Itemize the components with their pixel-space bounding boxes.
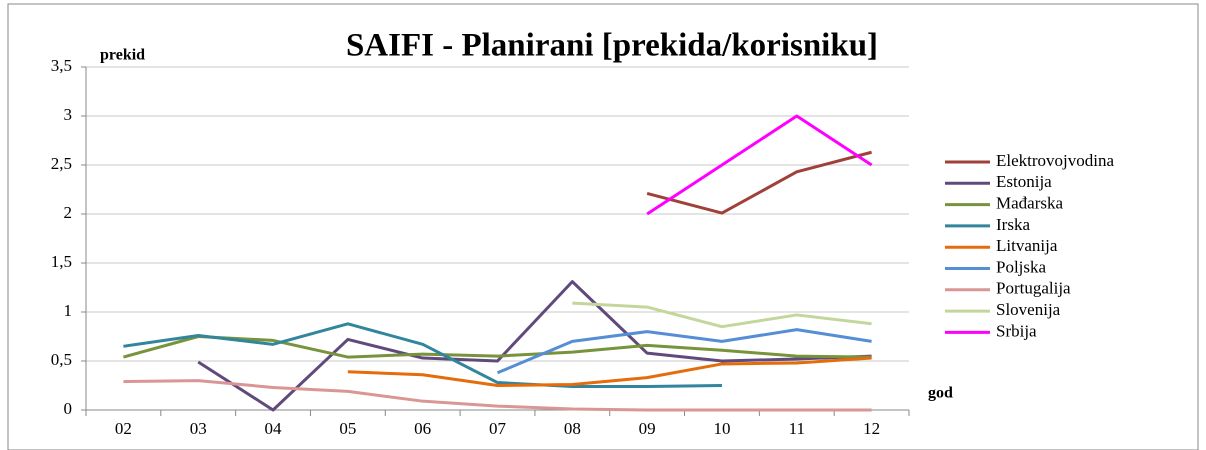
legend-label: Portugalija — [996, 279, 1071, 298]
series-line — [646, 150, 872, 215]
y-axis-label: prekid — [100, 47, 145, 64]
y-tick-label: 3,5 — [51, 56, 72, 75]
legend-label: Elektrovojvodina — [996, 151, 1114, 170]
series-line — [123, 322, 722, 388]
x-tick-label: 02 — [115, 419, 132, 438]
legend-label: Irska — [996, 215, 1030, 234]
legend-label: Poljska — [996, 257, 1047, 276]
series-line — [572, 301, 872, 329]
x-tick-label: 05 — [339, 419, 356, 438]
series-line — [123, 379, 872, 412]
y-tick-label: 0,5 — [51, 350, 72, 369]
y-tick-label: 1,5 — [51, 252, 72, 271]
legend-label: Mađarska — [996, 194, 1063, 213]
x-tick-label: 11 — [789, 419, 805, 438]
y-tick-label: 2 — [64, 203, 73, 222]
chart-frame — [7, 3, 1199, 450]
x-tick-label: 07 — [489, 419, 507, 438]
chart-title: SAIFI - Planirani [prekida/korisniku] — [346, 28, 878, 64]
legend-label: Litvanija — [996, 236, 1058, 255]
x-tick-label: 04 — [265, 419, 283, 438]
legend-label: Estonija — [996, 172, 1052, 191]
series-line — [347, 356, 872, 387]
y-tick-label: 3 — [64, 105, 73, 124]
x-tick-label: 09 — [639, 419, 656, 438]
x-tick-label: 03 — [190, 419, 207, 438]
x-tick-label: 06 — [414, 419, 431, 438]
series-line — [197, 280, 872, 412]
series-line — [646, 114, 873, 216]
x-axis-label: god — [928, 385, 953, 402]
x-tick-label: 10 — [713, 419, 730, 438]
series-line — [123, 335, 872, 359]
legend-label: Srbija — [996, 321, 1037, 340]
x-tick-label: 08 — [564, 419, 581, 438]
series-line — [496, 328, 872, 375]
y-tick-label: 0 — [64, 399, 73, 418]
y-tick-label: 2,5 — [51, 154, 72, 173]
legend-label: Slovenija — [996, 300, 1061, 319]
y-tick-label: 1 — [64, 301, 73, 320]
x-tick-label: 12 — [863, 419, 880, 438]
